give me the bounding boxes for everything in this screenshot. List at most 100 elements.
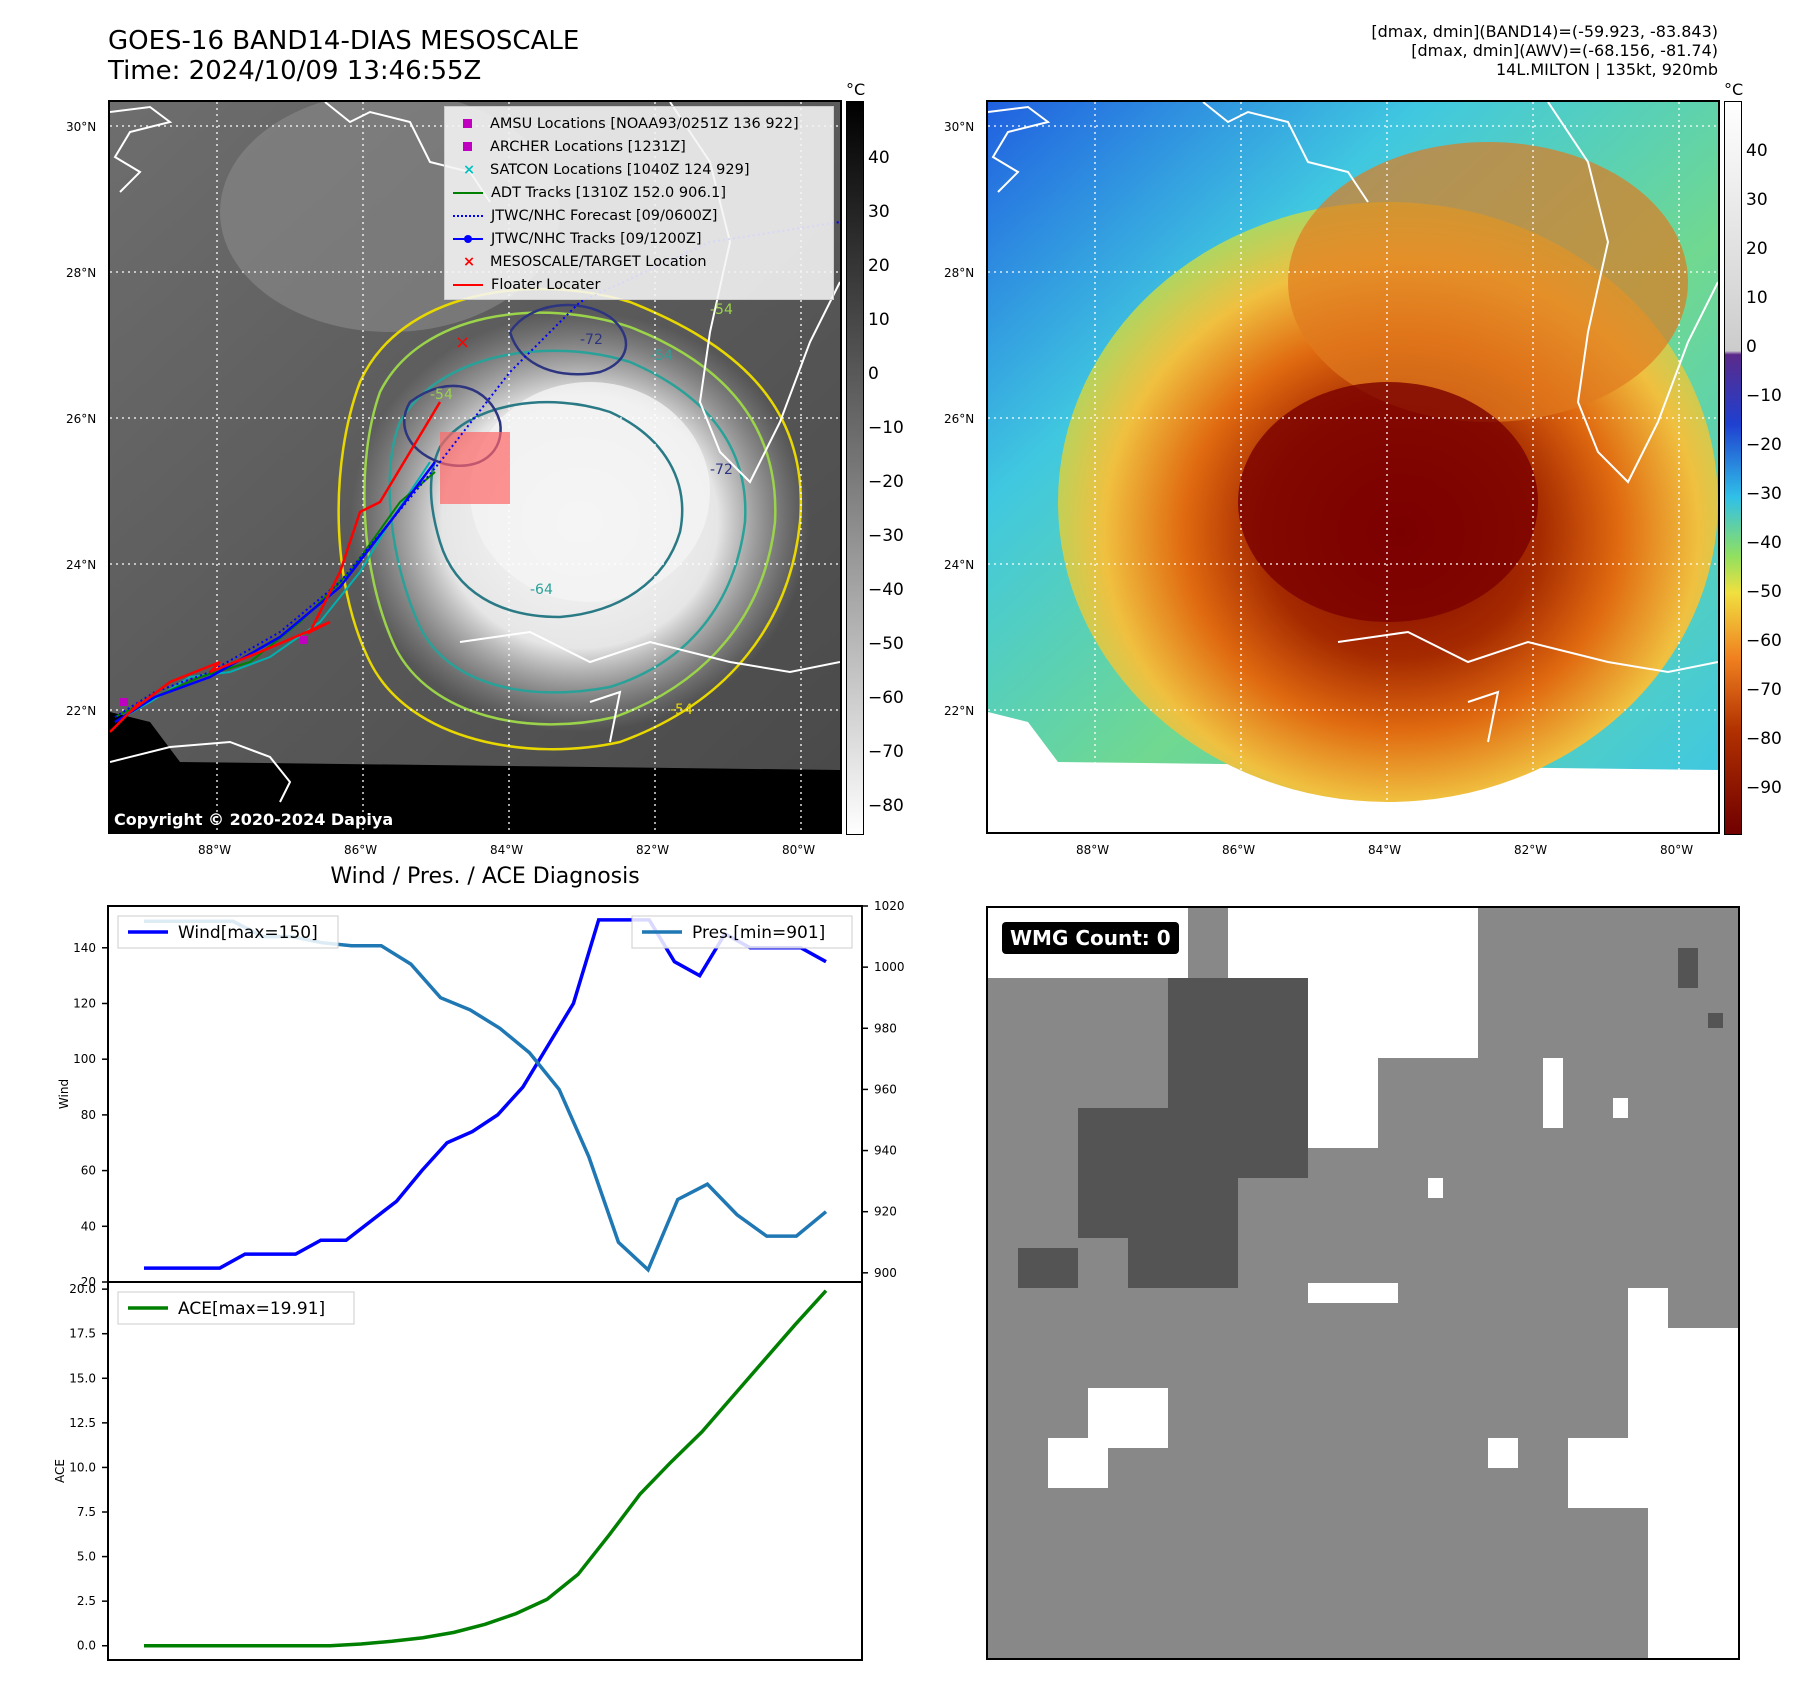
wind-tick-label: 60 <box>81 1164 96 1178</box>
lon-label: 80°W <box>1660 843 1694 857</box>
amsu-marker <box>120 698 128 706</box>
lat-label: 22°N <box>66 704 97 718</box>
colorbar-gray <box>846 101 864 835</box>
wind-legend-label: Wind[max=150] <box>178 923 318 943</box>
legend-item-forecast: JTWC/NHC Forecast [09/0600Z] <box>453 205 825 228</box>
wmg-panel: WMG Count: 0 <box>986 906 1740 1660</box>
contour-green <box>363 311 777 726</box>
line-icon <box>453 284 483 286</box>
stats-block: [dmax, dmin](BAND14)=(-59.923, -83.843) … <box>1371 22 1718 79</box>
lat-label: 26°N <box>66 412 97 426</box>
diagnosis-title: Wind / Pres. / ACE Diagnosis <box>330 864 640 889</box>
cb-tick: −60 <box>868 688 904 708</box>
cb-tick: −50 <box>1746 582 1782 602</box>
contour-label-3: -72 <box>580 332 603 348</box>
square-icon <box>463 119 472 128</box>
lon-label: 88°W <box>198 843 232 857</box>
floater-box <box>440 432 510 504</box>
lon-label: 84°W <box>1368 843 1402 857</box>
cb-tick: −80 <box>1746 729 1782 749</box>
dotted-line-icon <box>453 215 483 217</box>
map-legend: AMSU Locations [NOAA93/0251Z 136 922] AR… <box>444 106 834 300</box>
lon-label: 86°W <box>1222 843 1256 857</box>
cb-tick: −80 <box>868 796 904 816</box>
cb-tick: 20 <box>1746 239 1768 259</box>
pressure-tick-label: 960 <box>874 1082 897 1096</box>
cb-tick: −50 <box>868 634 904 654</box>
lon-label: 82°W <box>636 843 670 857</box>
ace-frame <box>107 1281 863 1661</box>
contour-navy-ne <box>508 303 628 376</box>
lon-label: 82°W <box>1514 843 1548 857</box>
contour-label-6: -54 <box>670 702 693 718</box>
wind-series-line <box>144 918 827 1270</box>
figure-title: GOES-16 BAND14-DIAS MESOSCALE Time: 2024… <box>108 26 579 86</box>
colorbar-gray-unit: °C <box>846 80 866 99</box>
cb-tick: −40 <box>868 580 904 600</box>
wind-tick-label: 120 <box>73 996 96 1010</box>
ace-series-line <box>144 1289 828 1648</box>
wind-pressure-frame <box>107 905 863 1283</box>
legend-item-satcon: × SATCON Locations [1040Z 124 929] <box>453 159 825 182</box>
cb-tick: 40 <box>1746 141 1768 161</box>
jtwc-track <box>114 461 436 724</box>
lat-label: 28°N <box>66 266 97 280</box>
ace-tick-label: 15.0 <box>69 1371 96 1385</box>
pressure-tick-label: 920 <box>874 1205 897 1219</box>
lat-label: 28°N <box>944 266 975 280</box>
target-marker: × <box>455 332 470 353</box>
pressure-tick-label: 900 <box>874 1266 897 1280</box>
title-time: Time: 2024/10/09 13:46:55Z <box>108 56 482 86</box>
pressure-tick-label: 1020 <box>874 899 905 913</box>
wmg-count-badge: WMG Count: 0 <box>1002 922 1179 954</box>
awv-gridlines <box>988 102 1718 832</box>
ace-tick-label: 0.0 <box>77 1639 96 1653</box>
cb-tick: 10 <box>1746 288 1768 308</box>
line-dot-icon <box>453 235 483 243</box>
legend-item-jtwc: JTWC/NHC Tracks [09/1200Z] <box>453 228 825 251</box>
cb-tick: −90 <box>1746 778 1782 798</box>
lat-label: 26°N <box>944 412 975 426</box>
cb-tick: −10 <box>1746 386 1782 406</box>
legend-item-target: × MESOSCALE/TARGET Location <box>453 251 825 274</box>
cb-tick: −40 <box>1746 533 1782 553</box>
cb-tick: 0 <box>1746 337 1757 357</box>
cb-tick: −70 <box>868 742 904 762</box>
contour-label-4: -54 <box>430 387 453 403</box>
contour-label-1: -54 <box>710 302 733 318</box>
cb-tick: −20 <box>1746 435 1782 455</box>
colorbar-color-ticks: 40 30 20 10 0 −10 −20 −30 −40 −50 −60 −7… <box>1746 101 1786 833</box>
contour-label-7: -72 <box>710 462 733 478</box>
lat-label: 22°N <box>944 704 975 718</box>
x-icon: × <box>463 162 476 178</box>
contour-label-2: -54 <box>650 348 673 364</box>
floater-track <box>110 401 442 733</box>
wind-tick-label: 80 <box>81 1108 96 1122</box>
wind-tick-label: 40 <box>81 1219 96 1233</box>
pressure-tick-label: 980 <box>874 1021 897 1035</box>
legend-item-adt: ADT Tracks [1310Z 152.0 906.1] <box>453 182 825 205</box>
stats-awv: [dmax, dmin](AWV)=(-68.156, -81.74) <box>1411 41 1718 60</box>
lat-label: 24°N <box>66 558 97 572</box>
cb-tick: 20 <box>868 256 890 276</box>
stats-storm: 14L.MILTON | 135kt, 920mb <box>1495 60 1718 79</box>
diagnosis-chart: 140 120 100 80 60 40 20 1020 1000 980 960 940 920 900… <box>53 899 905 1661</box>
pressure-series-line <box>144 919 828 1273</box>
lat-label: 30°N <box>944 120 975 134</box>
archer-marker <box>300 636 308 644</box>
wind-tick-label: 20 <box>81 1275 96 1289</box>
pressure-legend-label: Pres.[min=901] <box>692 923 825 943</box>
lat-label: 30°N <box>66 120 97 134</box>
cb-tick: −30 <box>1746 484 1782 504</box>
title-product: GOES-16 BAND14-DIAS MESOSCALE <box>108 26 580 56</box>
lat-label: 24°N <box>944 558 975 572</box>
pressure-tick-label: 1000 <box>874 960 905 974</box>
contour-label-5: -64 <box>530 582 553 598</box>
cb-tick: 10 <box>868 310 890 330</box>
line-icon <box>453 192 483 194</box>
lon-label: 84°W <box>490 843 524 857</box>
cb-tick: −70 <box>1746 680 1782 700</box>
cb-tick: 40 <box>868 148 890 168</box>
legend-item-amsu: AMSU Locations [NOAA93/0251Z 136 922] <box>453 113 825 136</box>
cb-tick: −20 <box>868 472 904 492</box>
